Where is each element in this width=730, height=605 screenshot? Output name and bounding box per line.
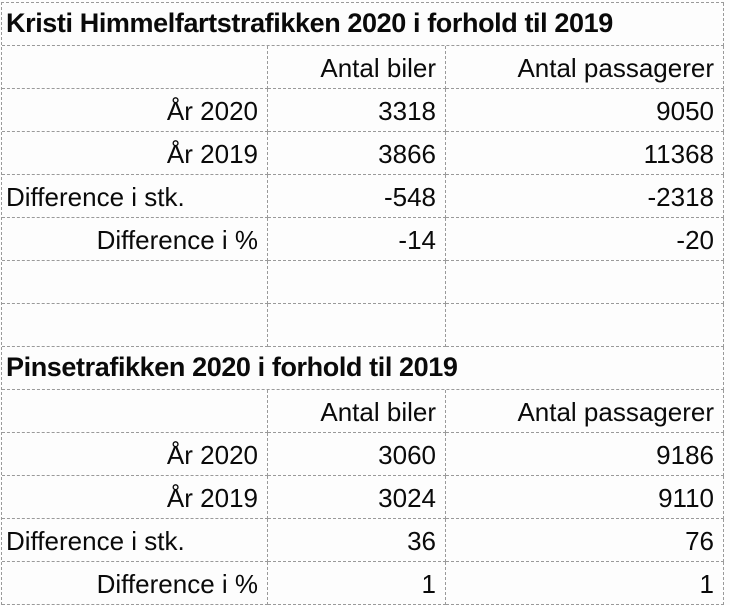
empty-cell[interactable] xyxy=(268,261,446,304)
t2-2020-biler-cell[interactable]: 3060 xyxy=(268,433,446,476)
empty-cell[interactable] xyxy=(446,261,724,304)
t1-row-diff-pct: Difference i % -14 -20 xyxy=(2,218,724,261)
t1-diff-stk-label-cell[interactable]: Difference i stk. xyxy=(2,175,268,218)
spacer-row xyxy=(2,304,724,347)
empty-cell[interactable] xyxy=(2,261,268,304)
t1-2020-passagerer-cell[interactable]: 9050 xyxy=(446,89,724,132)
t2-header-biler-cell[interactable]: Antal biler xyxy=(268,390,446,433)
t1-2019-biler-cell[interactable]: 3866 xyxy=(268,132,446,175)
t1-header-empty-cell[interactable] xyxy=(2,46,268,89)
spacer-row xyxy=(2,261,724,304)
t1-title-row: Kristi Himmelfartstrafikken 2020 i forho… xyxy=(2,3,724,46)
t2-row-diff-pct: Difference i % 1 1 xyxy=(2,562,724,605)
t1-row-diff-stk: Difference i stk. -548 -2318 xyxy=(2,175,724,218)
t1-2020-biler-cell[interactable]: 3318 xyxy=(268,89,446,132)
t2-row-2019: År 2019 3024 9110 xyxy=(2,476,724,519)
empty-cell[interactable] xyxy=(446,304,724,347)
t1-header-biler-cell[interactable]: Antal biler xyxy=(268,46,446,89)
empty-cell[interactable] xyxy=(268,304,446,347)
t2-title-cell[interactable]: Pinsetrafikken 2020 i forhold til 2019 xyxy=(2,347,724,390)
t2-2020-label-cell[interactable]: År 2020 xyxy=(2,433,268,476)
empty-cell[interactable] xyxy=(2,304,268,347)
t2-row-diff-stk: Difference i stk. 36 76 xyxy=(2,519,724,562)
t1-row-2020: År 2020 3318 9050 xyxy=(2,89,724,132)
t1-diff-pct-label-cell[interactable]: Difference i % xyxy=(2,218,268,261)
t1-diff-pct-passagerer-cell[interactable]: -20 xyxy=(446,218,724,261)
t1-2019-label-cell[interactable]: År 2019 xyxy=(2,132,268,175)
t2-title-row: Pinsetrafikken 2020 i forhold til 2019 xyxy=(2,347,724,390)
t1-diff-stk-passagerer-cell[interactable]: -2318 xyxy=(446,175,724,218)
t2-2019-passagerer-cell[interactable]: 9110 xyxy=(446,476,724,519)
t2-diff-stk-label-cell[interactable]: Difference i stk. xyxy=(2,519,268,562)
t1-2020-label-cell[interactable]: År 2020 xyxy=(2,89,268,132)
t1-2019-passagerer-cell[interactable]: 11368 xyxy=(446,132,724,175)
t2-diff-pct-biler-cell[interactable]: 1 xyxy=(268,562,446,605)
t2-header-empty-cell[interactable] xyxy=(2,390,268,433)
t2-diff-stk-biler-cell[interactable]: 36 xyxy=(268,519,446,562)
t1-diff-stk-biler-cell[interactable]: -548 xyxy=(268,175,446,218)
t2-diff-pct-label-cell[interactable]: Difference i % xyxy=(2,562,268,605)
t1-diff-pct-biler-cell[interactable]: -14 xyxy=(268,218,446,261)
t2-diff-pct-passagerer-cell[interactable]: 1 xyxy=(446,562,724,605)
t1-header-passagerer-cell[interactable]: Antal passagerer xyxy=(446,46,724,89)
t2-row-2020: År 2020 3060 9186 xyxy=(2,433,724,476)
t2-header-passagerer-cell[interactable]: Antal passagerer xyxy=(446,390,724,433)
t1-header-row: Antal biler Antal passagerer xyxy=(2,46,724,89)
t2-2019-label-cell[interactable]: År 2019 xyxy=(2,476,268,519)
t2-2019-biler-cell[interactable]: 3024 xyxy=(268,476,446,519)
t1-row-2019: År 2019 3866 11368 xyxy=(2,132,724,175)
t2-header-row: Antal biler Antal passagerer xyxy=(2,390,724,433)
t1-title-cell[interactable]: Kristi Himmelfartstrafikken 2020 i forho… xyxy=(2,3,724,46)
t2-diff-stk-passagerer-cell[interactable]: 76 xyxy=(446,519,724,562)
t2-2020-passagerer-cell[interactable]: 9186 xyxy=(446,433,724,476)
